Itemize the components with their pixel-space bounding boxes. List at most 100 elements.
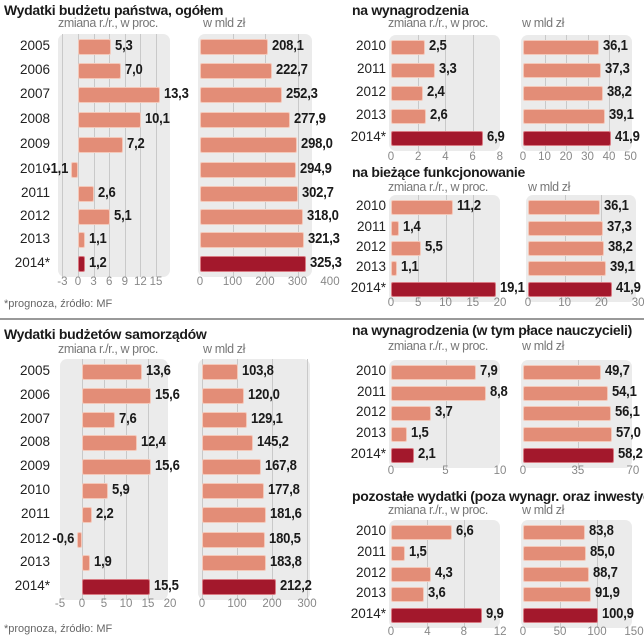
year-label: 2011 (356, 384, 386, 399)
data-label: 1,4 (402, 219, 421, 235)
data-label: 2,6 (98, 185, 116, 201)
data-label: 1,1 (401, 259, 419, 275)
data-label: 181,6 (269, 506, 302, 522)
bar (202, 483, 265, 499)
bar (528, 260, 607, 276)
data-label: 3,7 (434, 404, 453, 420)
bar (200, 209, 304, 225)
x-tick-label: 100 (222, 276, 243, 288)
x-tick-label: 400 (320, 276, 340, 288)
data-label: 2,5 (428, 38, 447, 54)
data-label: 37,3 (606, 219, 632, 235)
bar (78, 137, 123, 153)
year-label: 2011 (356, 61, 386, 76)
year-label: 2014* (14, 255, 50, 270)
year-label: 2013 (19, 231, 50, 246)
x-tick-label: 100 (587, 626, 607, 638)
data-label: 129,1 (251, 411, 283, 427)
bar (391, 586, 425, 602)
data-label: 5,3 (114, 38, 133, 54)
gridline (124, 34, 126, 277)
year-label: 2013 (355, 107, 386, 122)
data-label: 39,1 (609, 107, 634, 123)
gridline (445, 194, 447, 302)
gridline (265, 34, 266, 277)
data-label: 41,9 (614, 129, 640, 145)
x-tick-label: 300 (297, 598, 317, 610)
data-label: 100,9 (601, 606, 634, 622)
data-label: 38,2 (607, 84, 632, 100)
bar (78, 87, 161, 103)
x-tick-label: 6 (105, 276, 113, 288)
bar (391, 545, 405, 561)
chart-subtitle: w mld zł (522, 503, 564, 517)
x-tick-label: 5 (100, 598, 108, 610)
year-label: 2014* (350, 446, 386, 461)
bar (391, 364, 477, 380)
x-tick-label: -5 (54, 598, 66, 610)
data-label: 10,1 (144, 111, 170, 127)
data-label: 15,5 (154, 578, 179, 594)
data-label: -0,6 (52, 531, 74, 547)
gridline (156, 34, 157, 277)
year-label: 2007 (19, 86, 50, 101)
bar (391, 130, 484, 146)
gridline (297, 34, 299, 277)
data-label: 302,7 (302, 185, 335, 201)
data-label: 83,8 (589, 523, 614, 539)
data-label: 325,3 (309, 255, 342, 271)
bar (391, 447, 414, 463)
year-label: 2012 (355, 239, 386, 254)
x-tick-label: 10 (119, 598, 133, 610)
year-label: 2011 (20, 506, 50, 521)
data-label: 15,6 (154, 458, 180, 474)
bar (202, 388, 244, 404)
year-label: 2012 (355, 565, 386, 580)
x-tick-label: 10 (493, 465, 507, 477)
bar (523, 85, 604, 101)
bar (523, 364, 602, 380)
bar (200, 256, 306, 272)
x-tick-label: 50 (553, 626, 567, 638)
bar (78, 112, 141, 128)
chart-subtitle: zmiana r./r., w proc. (388, 180, 488, 194)
data-label: 145,2 (256, 434, 289, 450)
panel-title: Wydatki budżetów samorządów (4, 326, 207, 342)
bar (78, 256, 86, 272)
x-tick-label: -3 (57, 276, 68, 288)
bar (528, 281, 612, 297)
data-label: 8,8 (490, 384, 508, 400)
data-label: 12,4 (140, 434, 166, 450)
x-tick-label: 0 (519, 465, 527, 477)
x-tick-label: 200 (262, 598, 282, 610)
year-label: 2006 (19, 62, 50, 77)
data-label: 9,9 (486, 606, 504, 622)
chart-subtitle: zmiana r./r., w proc. (58, 16, 158, 30)
x-tick-label: 0 (387, 297, 395, 309)
bar (391, 524, 452, 540)
bar (391, 39, 425, 55)
chart-subtitle: w mld zł (203, 342, 245, 356)
gridline (472, 34, 474, 151)
year-label: 2011 (20, 185, 50, 200)
x-tick-label: 0 (198, 598, 206, 610)
bar (391, 607, 483, 623)
bar (200, 87, 282, 103)
x-tick-label: 0 (78, 598, 86, 610)
bar (82, 364, 142, 380)
data-label: 298,0 (300, 136, 333, 152)
bar (202, 435, 253, 451)
x-tick-label: 5 (415, 297, 422, 309)
year-label: 2008 (19, 434, 50, 449)
x-tick-label: 10 (439, 297, 452, 309)
bar (391, 426, 408, 442)
data-label: 11,2 (456, 198, 481, 214)
data-label: 1,5 (411, 425, 429, 441)
data-label: 222,7 (276, 62, 309, 78)
x-tick-label: 30 (631, 297, 644, 309)
bar (82, 459, 151, 475)
x-tick-label: 9 (121, 276, 128, 288)
bar (82, 412, 116, 428)
panel-title: na bieżące funkcjonowanie (352, 164, 525, 180)
